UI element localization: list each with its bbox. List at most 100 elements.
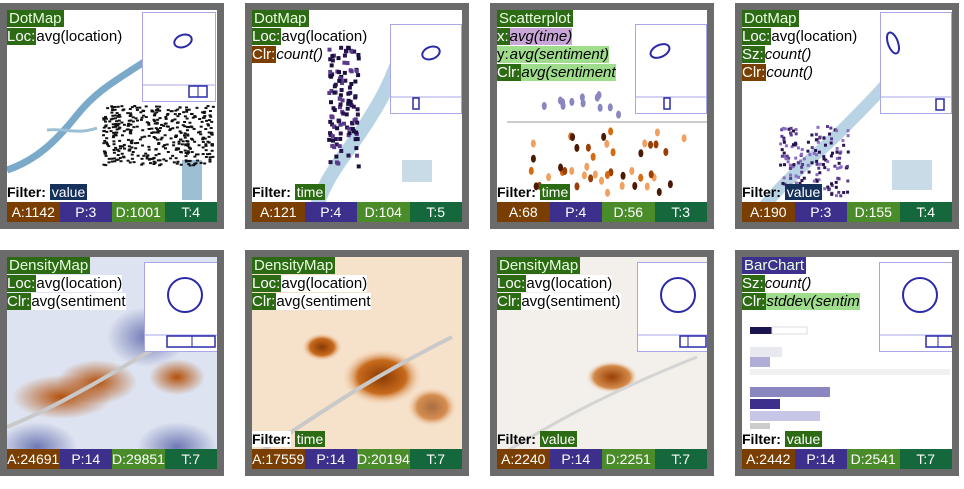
filter-row: Filter: value bbox=[7, 184, 88, 200]
data-point bbox=[152, 163, 156, 166]
viz-tile[interactable]: BarChart Sz:count() Clr:stddev(sentim Fi… bbox=[735, 250, 959, 476]
data-point bbox=[193, 155, 197, 158]
filter-row: Filter: time bbox=[252, 184, 326, 200]
viz-tile[interactable]: DotMap Loc:avg(location) Filter: value A… bbox=[0, 3, 224, 229]
overview-thumbnail[interactable] bbox=[879, 262, 952, 352]
data-point bbox=[174, 135, 178, 138]
data-point bbox=[187, 160, 191, 163]
data-point bbox=[181, 140, 185, 143]
data-point bbox=[152, 118, 156, 121]
data-point bbox=[147, 123, 151, 126]
data-point bbox=[186, 133, 190, 136]
data-point bbox=[355, 112, 360, 117]
viz-tile[interactable]: DotMap Loc:avg(location) Clr:count() Fil… bbox=[245, 3, 469, 229]
data-point bbox=[116, 105, 120, 108]
filter-value[interactable]: time bbox=[294, 431, 326, 447]
filter-value[interactable]: time bbox=[294, 184, 326, 200]
filter-value[interactable]: time bbox=[539, 184, 571, 200]
data-point bbox=[171, 119, 175, 122]
data-point bbox=[148, 157, 152, 160]
data-point bbox=[352, 49, 357, 54]
data-point bbox=[332, 107, 337, 112]
data-point bbox=[340, 80, 345, 85]
data-point bbox=[782, 140, 786, 144]
data-point bbox=[192, 127, 196, 130]
overview-thumbnail[interactable] bbox=[880, 12, 952, 114]
encoding-key: Clr: bbox=[497, 64, 522, 81]
data-point bbox=[174, 157, 178, 160]
stat-d: D:2251 bbox=[602, 449, 655, 469]
data-point bbox=[112, 131, 116, 134]
filter-row: Filter: value bbox=[497, 431, 578, 447]
data-point bbox=[120, 134, 124, 137]
data-point bbox=[782, 151, 786, 155]
data-point bbox=[139, 111, 143, 114]
viz-tile[interactable]: DensityMap Loc:avg(location) Clr:avg(sen… bbox=[245, 250, 469, 476]
data-point bbox=[188, 121, 192, 124]
data-point bbox=[347, 126, 352, 131]
data-point bbox=[355, 107, 360, 112]
viz-tile[interactable]: Scatterplot x:avg(time) y:avg(sentiment)… bbox=[490, 3, 714, 229]
data-point bbox=[178, 106, 182, 109]
data-point bbox=[806, 140, 810, 144]
data-point bbox=[815, 153, 819, 157]
stat-p: P:4 bbox=[549, 202, 602, 222]
data-point bbox=[648, 140, 654, 149]
data-point bbox=[783, 155, 787, 159]
stat-a: A:2442 bbox=[742, 449, 795, 469]
data-point bbox=[155, 122, 159, 125]
data-point bbox=[210, 149, 214, 152]
data-point bbox=[800, 148, 804, 152]
data-point bbox=[328, 69, 333, 74]
data-point bbox=[797, 175, 801, 179]
data-point bbox=[780, 128, 784, 132]
data-point bbox=[123, 147, 127, 150]
viz-type-label: BarChart bbox=[742, 257, 807, 274]
data-point bbox=[842, 143, 846, 147]
encoding-row: Loc:avg(location) bbox=[7, 275, 123, 292]
data-point bbox=[681, 134, 687, 143]
data-point bbox=[157, 152, 161, 155]
viz-tile[interactable]: DensityMap Loc:avg(location) Clr:avg(sen… bbox=[490, 250, 714, 476]
viz-tile[interactable]: DensityMap Loc:avg(location) Clr:avg(sen… bbox=[0, 250, 224, 476]
stats-bar: A:68 P:4 D:56 T:3 bbox=[497, 202, 707, 222]
overview-thumbnail[interactable] bbox=[637, 262, 707, 352]
data-point bbox=[108, 120, 112, 123]
overview-thumbnail[interactable] bbox=[390, 24, 462, 114]
overview-thumbnail[interactable] bbox=[144, 262, 217, 352]
data-point bbox=[581, 171, 587, 180]
filter-value[interactable]: value bbox=[539, 431, 578, 447]
data-point bbox=[129, 123, 133, 126]
data-point bbox=[208, 156, 212, 159]
data-point bbox=[782, 176, 786, 180]
filter-value[interactable]: value bbox=[784, 184, 823, 200]
data-point bbox=[182, 111, 186, 114]
data-point bbox=[798, 181, 802, 185]
data-point bbox=[176, 121, 180, 124]
data-point bbox=[131, 116, 135, 119]
data-point bbox=[356, 73, 361, 78]
overview-thumbnail[interactable] bbox=[142, 12, 216, 102]
data-point bbox=[208, 109, 212, 112]
data-point bbox=[815, 173, 819, 177]
data-point bbox=[183, 132, 187, 135]
overview-thumbnail[interactable] bbox=[635, 24, 707, 114]
data-point bbox=[337, 76, 342, 81]
stat-d: D:104 bbox=[357, 202, 410, 222]
data-point bbox=[193, 163, 197, 166]
data-point bbox=[109, 130, 113, 133]
data-point bbox=[132, 161, 136, 164]
data-point bbox=[193, 115, 197, 118]
encoding-row: Loc:avg(location) bbox=[497, 275, 613, 292]
stat-p: P:3 bbox=[794, 202, 847, 222]
filter-value[interactable]: value bbox=[49, 184, 88, 200]
stat-a: A:68 bbox=[497, 202, 550, 222]
data-point bbox=[168, 129, 172, 132]
data-point bbox=[122, 130, 126, 133]
data-point bbox=[173, 118, 177, 121]
encoding-row: y:avg(sentiment) bbox=[497, 46, 609, 63]
filter-value[interactable]: value bbox=[784, 431, 823, 447]
viz-tile[interactable]: DotMap Loc:avg(location) Sz:count() Clr:… bbox=[735, 3, 959, 229]
data-point bbox=[207, 135, 211, 138]
data-point bbox=[104, 125, 108, 128]
